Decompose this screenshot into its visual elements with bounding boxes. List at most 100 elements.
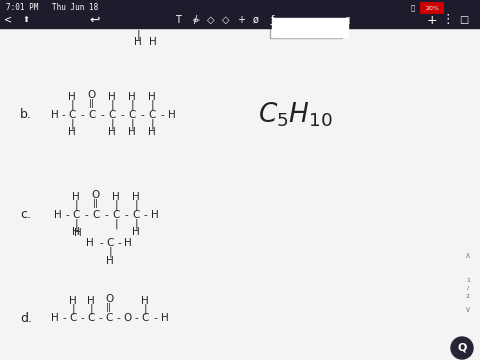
Text: |: | (150, 100, 154, 110)
Text: d.: d. (20, 311, 32, 324)
Text: Thu Jun 18: Thu Jun 18 (52, 4, 98, 13)
Text: -: - (153, 313, 157, 323)
Text: H: H (124, 238, 132, 248)
Text: H: H (72, 227, 80, 237)
Text: -: - (84, 210, 88, 220)
Text: ◇: ◇ (207, 15, 215, 25)
Text: H: H (68, 92, 76, 102)
Text: H: H (87, 296, 95, 306)
Text: -: - (120, 110, 124, 120)
Text: H: H (151, 210, 159, 220)
Text: |: | (130, 100, 134, 110)
Text: |: | (110, 119, 114, 129)
Text: H: H (141, 296, 149, 306)
Text: C: C (128, 110, 136, 120)
Text: H: H (112, 192, 120, 202)
Text: C: C (112, 210, 120, 220)
Text: C: C (72, 210, 80, 220)
Text: C: C (92, 210, 100, 220)
Text: -: - (100, 110, 104, 120)
Text: |: | (70, 119, 74, 129)
Text: 🎤: 🎤 (346, 17, 350, 23)
Text: -: - (160, 110, 164, 120)
Text: H: H (132, 192, 140, 202)
Text: |: | (74, 200, 78, 210)
Text: H: H (54, 210, 62, 220)
Text: C: C (108, 110, 116, 120)
Text: |: | (150, 119, 154, 129)
Text: H: H (51, 313, 59, 323)
Text: +: + (237, 15, 245, 25)
Text: H: H (74, 228, 82, 238)
Text: H: H (108, 92, 116, 102)
Text: -: - (65, 210, 69, 220)
Text: $\mathit{C}_5\mathit{H}_{10}$: $\mathit{C}_5\mathit{H}_{10}$ (258, 101, 333, 129)
Text: □: □ (459, 15, 468, 25)
Text: |: | (71, 304, 75, 314)
Text: O: O (88, 90, 96, 100)
Text: ∨: ∨ (465, 306, 471, 315)
Text: C: C (68, 110, 76, 120)
Text: O: O (123, 313, 131, 323)
Text: H: H (106, 256, 114, 266)
Text: ◇: ◇ (222, 15, 230, 25)
Text: /: / (194, 15, 198, 25)
Text: -: - (140, 110, 144, 120)
Text: H: H (149, 37, 157, 47)
Text: +: + (427, 13, 437, 27)
Text: ⬆: ⬆ (23, 15, 29, 24)
Text: C: C (87, 313, 95, 323)
Text: -: - (116, 313, 120, 323)
Text: |: | (108, 247, 112, 257)
Text: |: | (130, 119, 134, 129)
Text: -: - (99, 238, 103, 248)
Text: H: H (148, 127, 156, 137)
Text: 1: 1 (466, 278, 470, 283)
Text: ø: ø (253, 15, 259, 25)
Text: H: H (128, 127, 136, 137)
Text: C: C (105, 313, 113, 323)
Text: |: | (70, 100, 74, 110)
Text: H: H (132, 227, 140, 237)
Text: ↩: ↩ (90, 13, 100, 27)
Text: H: H (128, 92, 136, 102)
Text: 20%: 20% (425, 5, 439, 10)
Text: ||: || (89, 99, 95, 108)
Text: C: C (148, 110, 156, 120)
Text: C: C (88, 110, 96, 120)
Text: |: | (143, 304, 147, 314)
Text: H: H (69, 296, 77, 306)
Text: H: H (72, 192, 80, 202)
FancyBboxPatch shape (270, 22, 342, 38)
Text: -: - (61, 110, 65, 120)
Text: 2: 2 (466, 293, 470, 298)
Text: -: - (117, 238, 121, 248)
Text: |: | (134, 200, 138, 210)
Text: H: H (148, 92, 156, 102)
Text: H: H (168, 110, 176, 120)
Text: -: - (80, 110, 84, 120)
Text: H: H (134, 37, 142, 47)
Text: |: | (136, 30, 140, 40)
Text: Q: Q (457, 343, 467, 353)
Text: H: H (86, 238, 94, 248)
Text: -: - (124, 210, 128, 220)
Text: |: | (134, 219, 138, 229)
FancyBboxPatch shape (272, 18, 348, 36)
Text: /: / (467, 285, 469, 291)
Text: |: | (89, 304, 93, 314)
Text: C: C (132, 210, 140, 220)
Text: |: | (114, 219, 118, 229)
Text: H: H (68, 127, 76, 137)
Text: -: - (62, 313, 66, 323)
Text: |: | (74, 219, 78, 229)
Text: 📶: 📶 (411, 5, 415, 11)
Text: ||: || (106, 302, 112, 311)
Text: O: O (105, 294, 113, 304)
Text: H: H (108, 127, 116, 137)
Text: c.: c. (20, 208, 31, 221)
Text: ∧: ∧ (465, 251, 471, 260)
Text: -: - (143, 210, 147, 220)
Bar (0, 0, 480, 28)
Text: b.: b. (20, 108, 32, 122)
